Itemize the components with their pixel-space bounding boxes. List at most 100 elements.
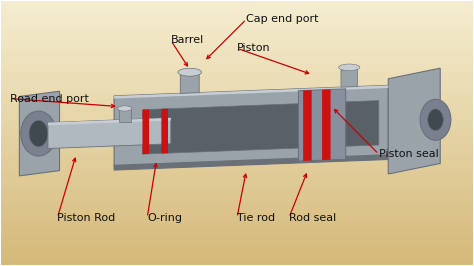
Bar	[0, 194, 474, 197]
Bar	[0, 128, 474, 130]
Bar	[0, 175, 474, 178]
Bar	[0, 120, 474, 122]
Text: O-ring: O-ring	[147, 213, 182, 223]
Polygon shape	[48, 118, 171, 148]
Text: Piston: Piston	[237, 43, 271, 53]
Polygon shape	[114, 153, 388, 167]
Bar	[0, 6, 474, 9]
Bar	[0, 35, 474, 38]
Polygon shape	[48, 118, 171, 125]
Ellipse shape	[118, 106, 132, 111]
Bar	[0, 125, 474, 128]
Polygon shape	[114, 85, 388, 170]
Bar	[0, 16, 474, 19]
Bar	[0, 32, 474, 35]
Bar	[0, 159, 474, 162]
Bar	[0, 141, 474, 144]
Bar	[0, 72, 474, 75]
Bar	[0, 75, 474, 77]
Bar	[0, 54, 474, 56]
Bar	[0, 64, 474, 67]
Polygon shape	[114, 154, 388, 170]
Bar	[0, 107, 474, 109]
Polygon shape	[322, 89, 330, 160]
Bar	[0, 263, 474, 265]
Bar	[0, 191, 474, 194]
Bar	[0, 133, 474, 136]
Bar	[0, 255, 474, 257]
Bar	[0, 250, 474, 252]
Bar	[0, 56, 474, 59]
Ellipse shape	[178, 68, 201, 76]
Bar	[0, 239, 474, 242]
Text: Piston seal: Piston seal	[379, 149, 438, 159]
Polygon shape	[143, 109, 149, 154]
Ellipse shape	[420, 99, 451, 140]
Bar	[0, 199, 474, 202]
Bar	[0, 247, 474, 250]
Bar	[0, 85, 474, 88]
Bar	[0, 146, 474, 149]
Text: Road end port: Road end port	[10, 94, 89, 103]
Bar	[0, 154, 474, 157]
Bar	[0, 96, 474, 99]
Bar	[0, 51, 474, 54]
Bar	[0, 24, 474, 27]
Bar	[0, 1, 474, 3]
Bar	[0, 67, 474, 69]
Bar	[0, 173, 474, 175]
Bar	[0, 48, 474, 51]
Bar	[0, 234, 474, 236]
Bar	[0, 165, 474, 167]
Bar	[0, 122, 474, 125]
Bar	[0, 117, 474, 120]
Bar	[0, 152, 474, 154]
Bar	[0, 149, 474, 152]
Polygon shape	[19, 91, 60, 176]
Bar	[0, 9, 474, 11]
Bar	[0, 186, 474, 189]
Bar	[0, 189, 474, 191]
Polygon shape	[388, 68, 440, 174]
Bar	[0, 109, 474, 112]
Bar	[0, 212, 474, 215]
Bar	[0, 11, 474, 14]
Bar	[0, 183, 474, 186]
Bar	[0, 257, 474, 260]
Bar	[0, 178, 474, 181]
Polygon shape	[299, 89, 346, 161]
Bar	[0, 252, 474, 255]
Bar	[0, 138, 474, 141]
Bar	[0, 242, 474, 244]
Bar	[0, 14, 474, 16]
Bar	[0, 3, 474, 6]
Text: Barrel: Barrel	[171, 35, 204, 45]
Polygon shape	[161, 109, 168, 153]
Bar	[0, 46, 474, 48]
Text: Cap end port: Cap end port	[246, 14, 319, 24]
Bar	[0, 167, 474, 170]
Bar	[0, 236, 474, 239]
Bar	[0, 207, 474, 210]
Bar	[0, 220, 474, 223]
Bar	[0, 210, 474, 212]
Text: Rod seal: Rod seal	[289, 213, 336, 223]
Bar	[0, 228, 474, 231]
Bar	[0, 218, 474, 220]
Bar	[0, 77, 474, 80]
Bar	[0, 231, 474, 234]
Bar	[0, 19, 474, 22]
Bar	[0, 69, 474, 72]
Bar	[0, 162, 474, 165]
Bar	[0, 130, 474, 133]
Bar	[0, 80, 474, 83]
Text: Tie rod: Tie rod	[237, 213, 275, 223]
Bar	[0, 91, 474, 93]
Bar	[0, 30, 474, 32]
Bar	[0, 244, 474, 247]
Polygon shape	[341, 69, 357, 87]
Bar	[0, 114, 474, 117]
Bar	[0, 226, 474, 228]
Bar	[0, 157, 474, 159]
Bar	[0, 223, 474, 226]
